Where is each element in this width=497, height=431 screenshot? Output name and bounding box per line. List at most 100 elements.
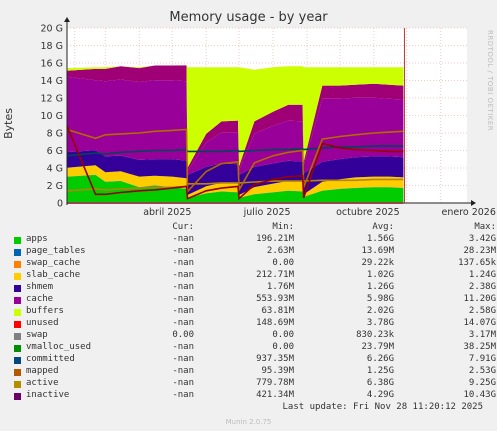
legend-swatch	[14, 309, 21, 316]
legend-max: 7.91G	[468, 354, 496, 364]
legend-cur: -nan	[172, 282, 194, 292]
legend-cur: -nan	[172, 234, 194, 244]
legend-avg: 830.23k	[356, 330, 394, 340]
legend-row-page_tables: page_tables -nan 2.63M 13.69M 28.23M	[12, 246, 496, 258]
legend-cur: -nan	[172, 390, 194, 400]
legend-min: 0.00	[272, 330, 294, 340]
legend-label: cache	[26, 294, 54, 304]
legend-swatch	[14, 333, 21, 340]
area-series-shmem	[67, 150, 404, 195]
legend-min: 553.93M	[256, 294, 294, 304]
legend-label: slab_cache	[26, 270, 81, 280]
legend-avg: 29.22k	[361, 258, 394, 268]
legend-avg: 6.26G	[366, 354, 394, 364]
legend-avg: 3.78G	[366, 318, 394, 328]
legend-cur: -nan	[172, 294, 194, 304]
legend-avg: 1.26G	[366, 282, 394, 292]
y-tick-label: 6 G	[47, 146, 63, 157]
legend-label: mapped	[26, 366, 59, 376]
legend-label: shmem	[26, 282, 54, 292]
legend-min: 2.63M	[266, 246, 294, 256]
legend-avg: 23.79M	[361, 342, 394, 352]
legend-swatch	[14, 237, 21, 244]
y-tick-label: 10 G	[41, 111, 63, 122]
x-axis-arrow	[471, 200, 476, 206]
x-tick-label: abril 2025	[143, 207, 191, 218]
legend-row-active: active -nan 779.78M 6.38G 9.25G	[12, 378, 496, 390]
legend-swatch	[14, 345, 21, 352]
legend-avg: 1.02G	[366, 270, 394, 280]
legend-cur: -nan	[172, 318, 194, 328]
legend-row-swap_cache: swap_cache -nan 0.00 29.22k 137.65k	[12, 258, 496, 270]
legend-row-mapped: mapped -nan 95.39M 1.25G 2.53G	[12, 366, 496, 378]
legend-min: 0.00	[272, 342, 294, 352]
legend-row-slab_cache: slab_cache -nan 212.71M 1.02G 1.24G	[12, 270, 496, 282]
legend-label: vmalloc_used	[26, 342, 92, 352]
line-series-active	[66, 128, 404, 194]
y-tick-label: 14 G	[41, 76, 63, 87]
legend-cur: -nan	[172, 270, 194, 280]
legend-header-max: Max:	[474, 222, 496, 232]
legend-swatch	[14, 369, 21, 376]
area-series-buffers	[67, 65, 404, 172]
legend-min: 421.34M	[256, 390, 294, 400]
legend-avg: 1.56G	[366, 234, 394, 244]
legend-min: 63.81M	[261, 306, 294, 316]
legend-max: 137.65k	[458, 258, 496, 268]
legend-avg: 5.98G	[366, 294, 394, 304]
legend-row-swap: swap 0.00 0.00 830.23k 3.17M	[12, 330, 496, 342]
legend-row-vmalloc_used: vmalloc_used -nan 0.00 23.79M 38.25M	[12, 342, 496, 354]
line-series-inactive	[66, 125, 404, 201]
legend-min: 0.00	[272, 258, 294, 268]
area-series-apps	[67, 175, 404, 203]
last-update: Last update: Fri Nov 28 11:20:12 2025	[282, 402, 483, 412]
legend-min: 196.21M	[256, 234, 294, 244]
y-tick-label: 18 G	[41, 41, 63, 52]
legend-max: 1.24G	[468, 270, 496, 280]
legend-swatch	[14, 357, 21, 364]
legend-swatch	[14, 393, 21, 400]
y-tick-label: 16 G	[41, 59, 63, 70]
legend-swatch	[14, 285, 21, 292]
legend-cur: 0.00	[172, 330, 194, 340]
legend-max: 28.23M	[463, 246, 496, 256]
legend-row-inactive: inactive -nan 421.34M 4.29G 10.43G	[12, 390, 496, 402]
legend-row-buffers: buffers -nan 63.81M 2.02G 2.58G	[12, 306, 496, 318]
legend-max: 2.53G	[468, 366, 496, 376]
legend-max: 9.25G	[468, 378, 496, 388]
legend-max: 11.20G	[463, 294, 496, 304]
legend-min: 148.69M	[256, 318, 294, 328]
y-tick-label: 2 G	[47, 181, 63, 192]
legend-min: 1.76M	[266, 282, 294, 292]
legend-label: active	[26, 378, 59, 388]
legend-label: apps	[26, 234, 48, 244]
legend-swatch	[14, 261, 21, 268]
legend-min: 937.35M	[256, 354, 294, 364]
x-tick-label: julio 2025	[243, 207, 291, 218]
y-tick-label: 8 G	[47, 129, 63, 140]
legend-label: unused	[26, 318, 59, 328]
legend-cur: -nan	[172, 258, 194, 268]
legend-swatch	[14, 297, 21, 304]
legend-max: 14.07G	[463, 318, 496, 328]
legend-min: 779.78M	[256, 378, 294, 388]
legend-cur: -nan	[172, 354, 194, 364]
legend-cur: -nan	[172, 342, 194, 352]
legend-row-shmem: shmem -nan 1.76M 1.26G 2.38G	[12, 282, 496, 294]
legend-label: inactive	[26, 390, 70, 400]
legend-label: swap_cache	[26, 258, 81, 268]
y-tick-label: 4 G	[47, 164, 63, 175]
legend-swatch	[14, 381, 21, 388]
legend-label: swap	[26, 330, 48, 340]
legend-max: 3.17M	[468, 330, 496, 340]
y-tick-label: 12 G	[41, 94, 63, 105]
legend-min: 95.39M	[261, 366, 294, 376]
legend-avg: 13.69M	[361, 246, 394, 256]
area-series-unused	[67, 65, 404, 168]
legend-avg: 1.25G	[366, 366, 394, 376]
munin-version: Munin 2.0.75	[225, 418, 272, 426]
y-tick-label: 20 G	[41, 24, 63, 35]
legend-avg: 4.29G	[366, 390, 394, 400]
legend-swatch	[14, 273, 21, 280]
legend-swatch	[14, 321, 21, 328]
